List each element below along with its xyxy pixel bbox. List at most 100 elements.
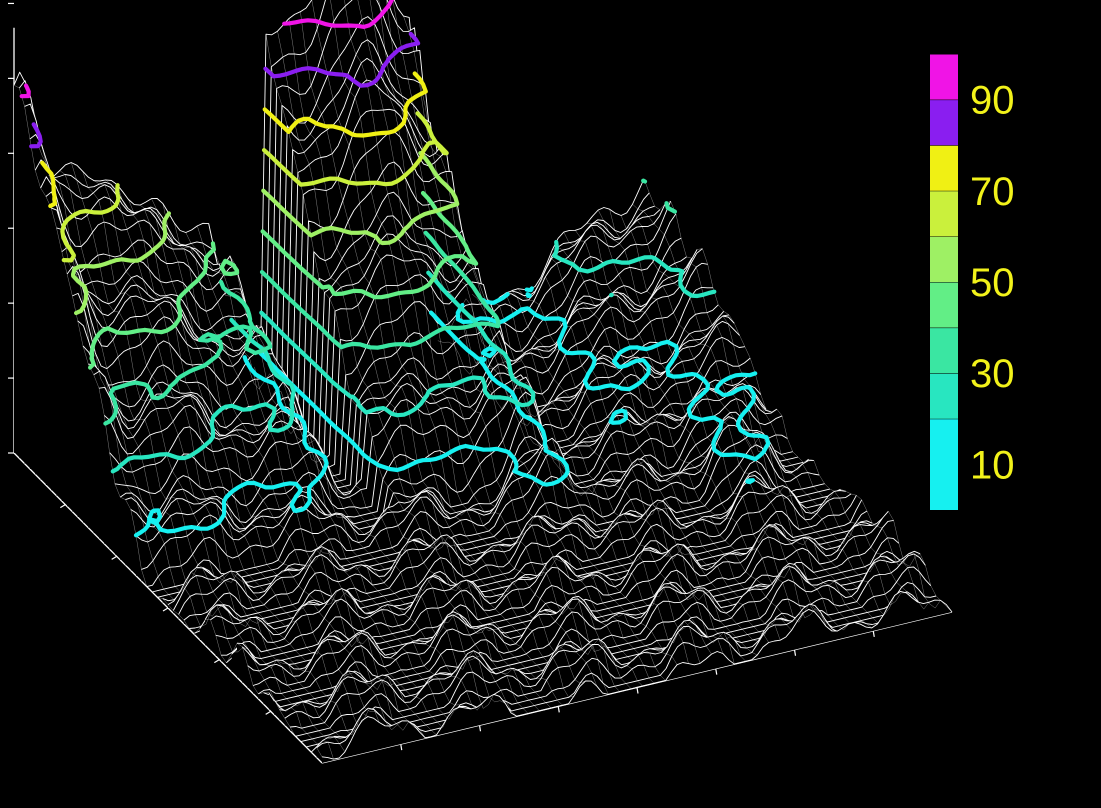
colorbar-bin-30-40 <box>930 327 958 374</box>
mesh-column-line <box>517 288 827 627</box>
mesh-line <box>215 485 846 643</box>
mesh-column-line <box>139 204 449 728</box>
mesh-column-line <box>643 178 953 613</box>
mesh-line <box>178 424 809 615</box>
mesh-occluder <box>322 591 952 763</box>
mesh-line <box>157 411 788 598</box>
y-tick <box>557 706 560 713</box>
mesh-line <box>321 590 953 760</box>
mesh-occluder <box>300 567 931 742</box>
mesh-column-line <box>185 232 494 709</box>
mesh-occluder <box>242 520 873 683</box>
mesh-line <box>300 566 932 743</box>
mesh-occluder <box>189 444 820 630</box>
mesh-occluder <box>215 485 846 657</box>
mesh-column-line <box>575 225 884 624</box>
colorbar-bin-90-100 <box>930 54 958 100</box>
mesh-occluder <box>152 398 783 592</box>
mesh-line <box>40 57 672 401</box>
contour-lines <box>19 0 771 538</box>
mesh-line <box>66 191 698 448</box>
mesh-column-line <box>162 203 471 710</box>
colorbar-bin-50-60 <box>930 236 958 282</box>
y-tick <box>872 630 875 637</box>
mesh-column-line <box>472 294 781 641</box>
colorbar-tick-label: 70 <box>970 170 1015 214</box>
colorbar-bin-80-90 <box>930 99 958 146</box>
mesh-column-line <box>357 0 655 684</box>
mesh-column-line <box>597 209 907 606</box>
mesh-occluder <box>194 460 825 635</box>
contour-line-50 <box>71 151 460 316</box>
colorbar-bin-20-30 <box>930 373 958 419</box>
y-tick <box>715 668 718 675</box>
mesh-line <box>135 385 767 543</box>
mesh-line <box>146 387 778 588</box>
colorbar-tick-label: 90 <box>970 79 1015 123</box>
mesh-column-line <box>392 0 701 664</box>
mesh-column-line <box>494 293 804 622</box>
mesh-column-line <box>242 353 552 709</box>
mesh-line <box>51 108 682 427</box>
y-tick <box>636 687 639 694</box>
contour-line-20 <box>110 239 717 474</box>
mesh-occluder <box>221 493 852 662</box>
mesh-column-line <box>59 170 368 736</box>
mesh-line <box>305 582 937 748</box>
x-tick <box>111 555 117 560</box>
mesh-column-line <box>403 16 712 655</box>
mesh-column-line <box>288 18 598 687</box>
mesh-occluder <box>205 475 836 646</box>
mesh-column-line <box>208 223 517 717</box>
mesh-line <box>189 444 820 629</box>
x-tick <box>214 659 220 664</box>
y-tick <box>400 744 403 751</box>
mesh-column-line <box>540 258 850 631</box>
mesh-line <box>109 320 740 494</box>
contour-line-30 <box>103 178 677 426</box>
colorbar-bin-40-50 <box>930 282 958 328</box>
x-tick <box>60 504 66 509</box>
mesh-column-line <box>311 0 620 692</box>
mesh-column-line <box>620 215 930 610</box>
colorbar: 10 30 50 70 90 <box>930 53 1015 510</box>
mesh-column-line <box>48 175 357 738</box>
mesh-line <box>77 233 708 458</box>
mesh-occluder <box>210 480 841 651</box>
contour-line-60 <box>60 111 449 263</box>
mesh-column-line <box>369 0 666 681</box>
colorbar-bin-0-20 <box>930 418 958 510</box>
mesh-column-line <box>483 300 792 631</box>
mesh-column-line <box>174 223 483 711</box>
mesh-column-line <box>378 0 678 665</box>
mesh-occluder <box>290 551 921 731</box>
mesh-occluder <box>295 553 926 737</box>
colorbar-bin-70-80 <box>930 145 958 191</box>
mesh-column-line <box>82 171 391 727</box>
mesh-column-line <box>36 141 346 753</box>
y-tick <box>478 725 482 732</box>
mesh-column-line <box>94 180 403 731</box>
mesh-occluder <box>183 432 814 624</box>
contour-line-40 <box>88 190 479 370</box>
y-tick <box>793 649 797 656</box>
mesh-column-line <box>116 184 426 738</box>
mesh-column-line <box>265 34 575 698</box>
mesh-column-line <box>71 162 380 727</box>
mesh-line <box>204 475 836 630</box>
mesh-line <box>72 215 703 454</box>
mesh-column-line <box>344 0 643 687</box>
contour-line-80 <box>29 31 421 149</box>
mesh-column-line <box>506 290 815 623</box>
mesh-line <box>119 357 751 514</box>
mesh-column-line <box>529 276 838 632</box>
mesh-line <box>98 313 730 483</box>
x-tick <box>162 607 169 612</box>
mesh-column-line <box>552 246 861 625</box>
mesh-line <box>141 383 772 570</box>
mesh-column-line <box>231 320 540 711</box>
contour-line-90 <box>19 0 395 99</box>
mesh-column-line <box>277 31 586 684</box>
colorbar-tick-label: 50 <box>970 261 1015 305</box>
